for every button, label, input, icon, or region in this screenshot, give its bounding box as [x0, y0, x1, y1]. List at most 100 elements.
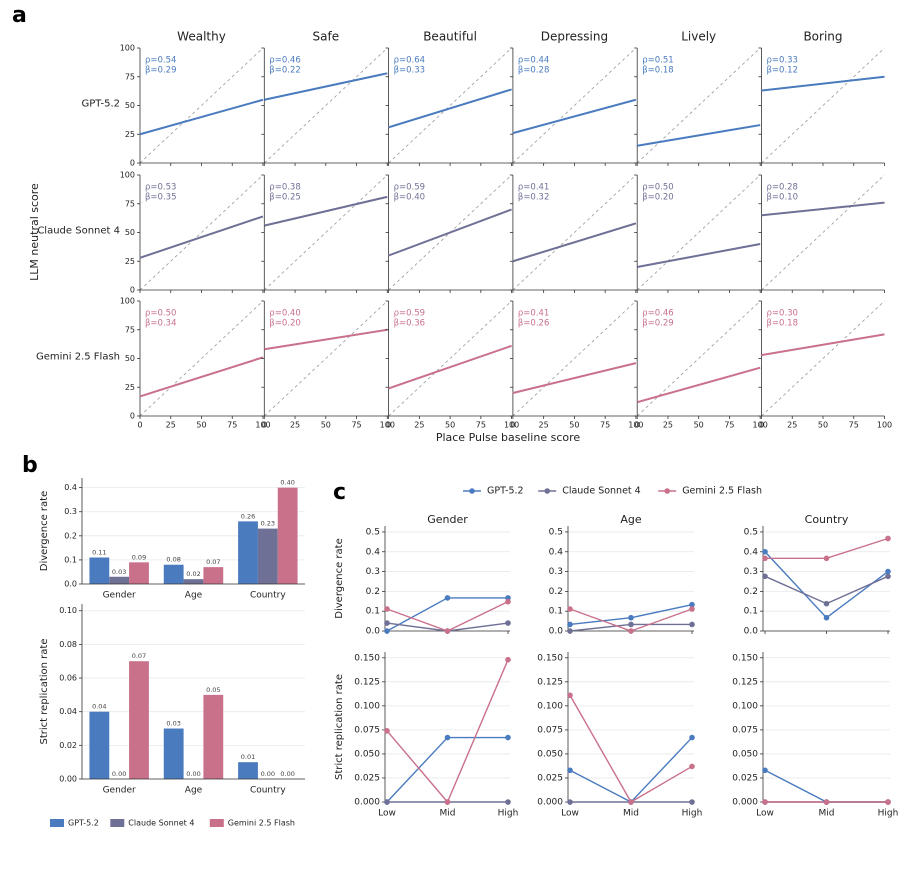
y-tick-label: 0	[130, 286, 135, 295]
y-tick-label: 0.1	[366, 607, 380, 617]
fit-line	[139, 215, 264, 259]
point	[567, 767, 573, 774]
annotation: ρ=0.59	[394, 183, 425, 193]
x-tick-label: 0	[262, 421, 267, 430]
y-tick-label: 0.4	[366, 547, 381, 557]
x-tick-label: 100	[753, 421, 768, 430]
value-label: 0.02	[186, 570, 200, 578]
reference-diagonal	[512, 300, 637, 417]
bar	[129, 562, 149, 584]
point	[505, 656, 511, 663]
point	[384, 628, 390, 634]
fit-line	[512, 362, 637, 394]
bar	[203, 567, 224, 584]
y-tick-label: 25	[125, 130, 135, 139]
annotation: β=0.20	[269, 319, 300, 329]
bar	[238, 762, 258, 779]
y-tick-label: 75	[125, 325, 135, 334]
reference-diagonal	[512, 174, 637, 291]
annotation: ρ=0.30	[767, 309, 798, 319]
x-tick-label: 100	[628, 421, 643, 430]
series-line	[569, 694, 693, 803]
point	[885, 799, 891, 805]
point	[823, 555, 830, 562]
value-label: 0.07	[206, 558, 220, 566]
point	[885, 535, 891, 542]
y-tick-label: 0.000	[732, 798, 758, 808]
annotation: β=0.18	[767, 319, 798, 329]
point	[384, 606, 390, 612]
y-tick-label: 0.0	[366, 627, 381, 637]
x-tick-label: 0	[137, 421, 142, 430]
value-label: 0.00	[261, 770, 275, 778]
column-title: Lively	[681, 30, 716, 44]
fit-line	[512, 98, 637, 135]
x-tick-label: Low	[378, 809, 396, 819]
annotation: ρ=0.46	[642, 309, 673, 319]
point	[384, 728, 390, 734]
bar	[109, 576, 130, 584]
annotation: ρ=0.33	[767, 56, 798, 66]
reference-diagonal	[264, 47, 388, 164]
annotation: β=0.22	[269, 66, 300, 76]
annotation: β=0.32	[518, 193, 549, 203]
y-tick-label: 100	[120, 171, 135, 180]
point	[567, 606, 573, 612]
column-title: Depressing	[541, 30, 608, 44]
y-tick-label: 0.000	[354, 798, 380, 808]
series-line	[765, 537, 889, 559]
value-label: 0.11	[92, 549, 106, 557]
y-tick-label: 50	[125, 101, 135, 110]
annotation: ρ=0.41	[518, 183, 549, 193]
y-tick-label: 0.4	[549, 547, 564, 557]
point	[384, 620, 390, 626]
value-label: 0.09	[132, 553, 146, 561]
x-tick-label: 75	[351, 421, 361, 430]
y-tick-label: 0.0	[744, 627, 759, 637]
y-tick-label: 0.100	[354, 701, 380, 711]
fit-line	[264, 72, 388, 101]
y-tick-label: 0.125	[354, 677, 380, 687]
x-tick-label: Low	[561, 809, 579, 819]
annotation: β=0.18	[642, 66, 673, 76]
reference-diagonal	[761, 47, 885, 164]
y-tick-label: 0.4	[744, 547, 759, 557]
y-tick-label: 50	[125, 228, 135, 237]
value-label: 0.07	[132, 652, 146, 660]
bar	[203, 694, 224, 779]
annotation: ρ=0.50	[642, 183, 673, 193]
bar	[257, 528, 278, 584]
y-tick-label: 0.100	[537, 701, 563, 711]
legend-label: Gemini 2.5 Flash	[228, 819, 295, 828]
annotation: ρ=0.50	[145, 309, 176, 319]
x-tick-label: 75	[600, 421, 610, 430]
y-tick-label: 0.5	[549, 527, 563, 537]
fit-line	[388, 88, 512, 129]
annotation: β=0.20	[642, 193, 673, 203]
y-tick-label: 0.02	[59, 741, 77, 750]
annotation: β=0.26	[518, 319, 549, 329]
point	[628, 614, 634, 621]
y-tick-label: 0.08	[59, 640, 77, 649]
reference-diagonal	[388, 47, 512, 164]
point	[885, 568, 891, 575]
y-tick-label: 0.5	[744, 527, 758, 537]
x-tick-label: 0	[759, 421, 764, 430]
x-tick-label: 25	[414, 421, 424, 430]
x-tick-label: 50	[694, 421, 704, 430]
reference-diagonal	[264, 174, 388, 291]
y-tick-label: 0.1	[744, 607, 758, 617]
value-label: 0.01	[241, 753, 255, 761]
legend-label: Claude Sonnet 4	[128, 819, 194, 828]
reference-diagonal	[636, 47, 761, 164]
x-tick-label: High	[682, 809, 703, 819]
annotation: β=0.28	[518, 66, 549, 76]
fit-line	[264, 328, 388, 351]
x-tick-label: 100	[380, 421, 395, 430]
column-title: Safe	[313, 30, 340, 44]
x-tick-label: 50	[321, 421, 331, 430]
fit-line	[388, 344, 512, 390]
point	[689, 763, 695, 770]
legend-swatch	[110, 819, 125, 827]
